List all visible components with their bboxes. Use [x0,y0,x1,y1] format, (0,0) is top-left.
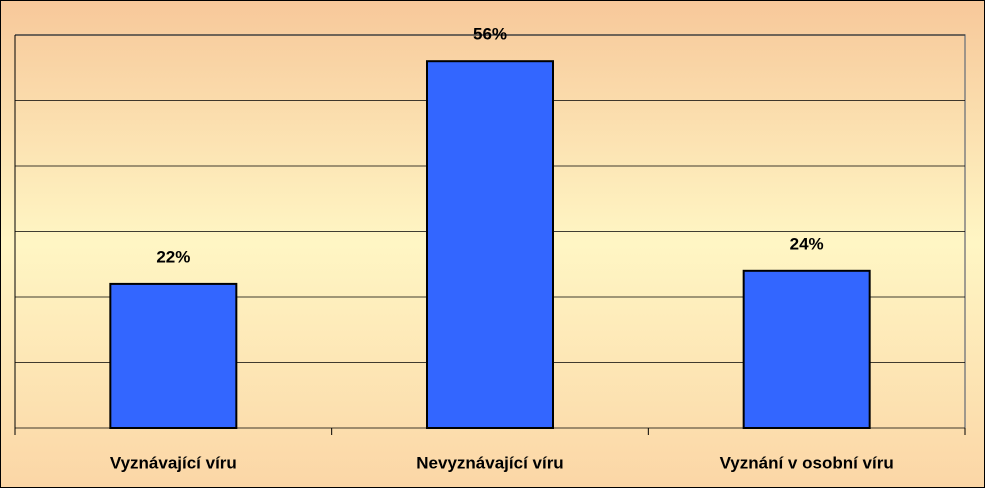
value-label: 56% [473,25,507,44]
value-label: 22% [156,247,190,266]
bar [426,60,554,429]
bar [109,282,238,429]
x-tick-label: Nevyznávající víru [416,453,563,472]
x-tick-label: Vyznání v osobní víru [720,453,894,472]
x-tick-label: Vyznávající víru [110,453,237,472]
value-label: 24% [790,234,824,253]
bar [742,269,871,429]
